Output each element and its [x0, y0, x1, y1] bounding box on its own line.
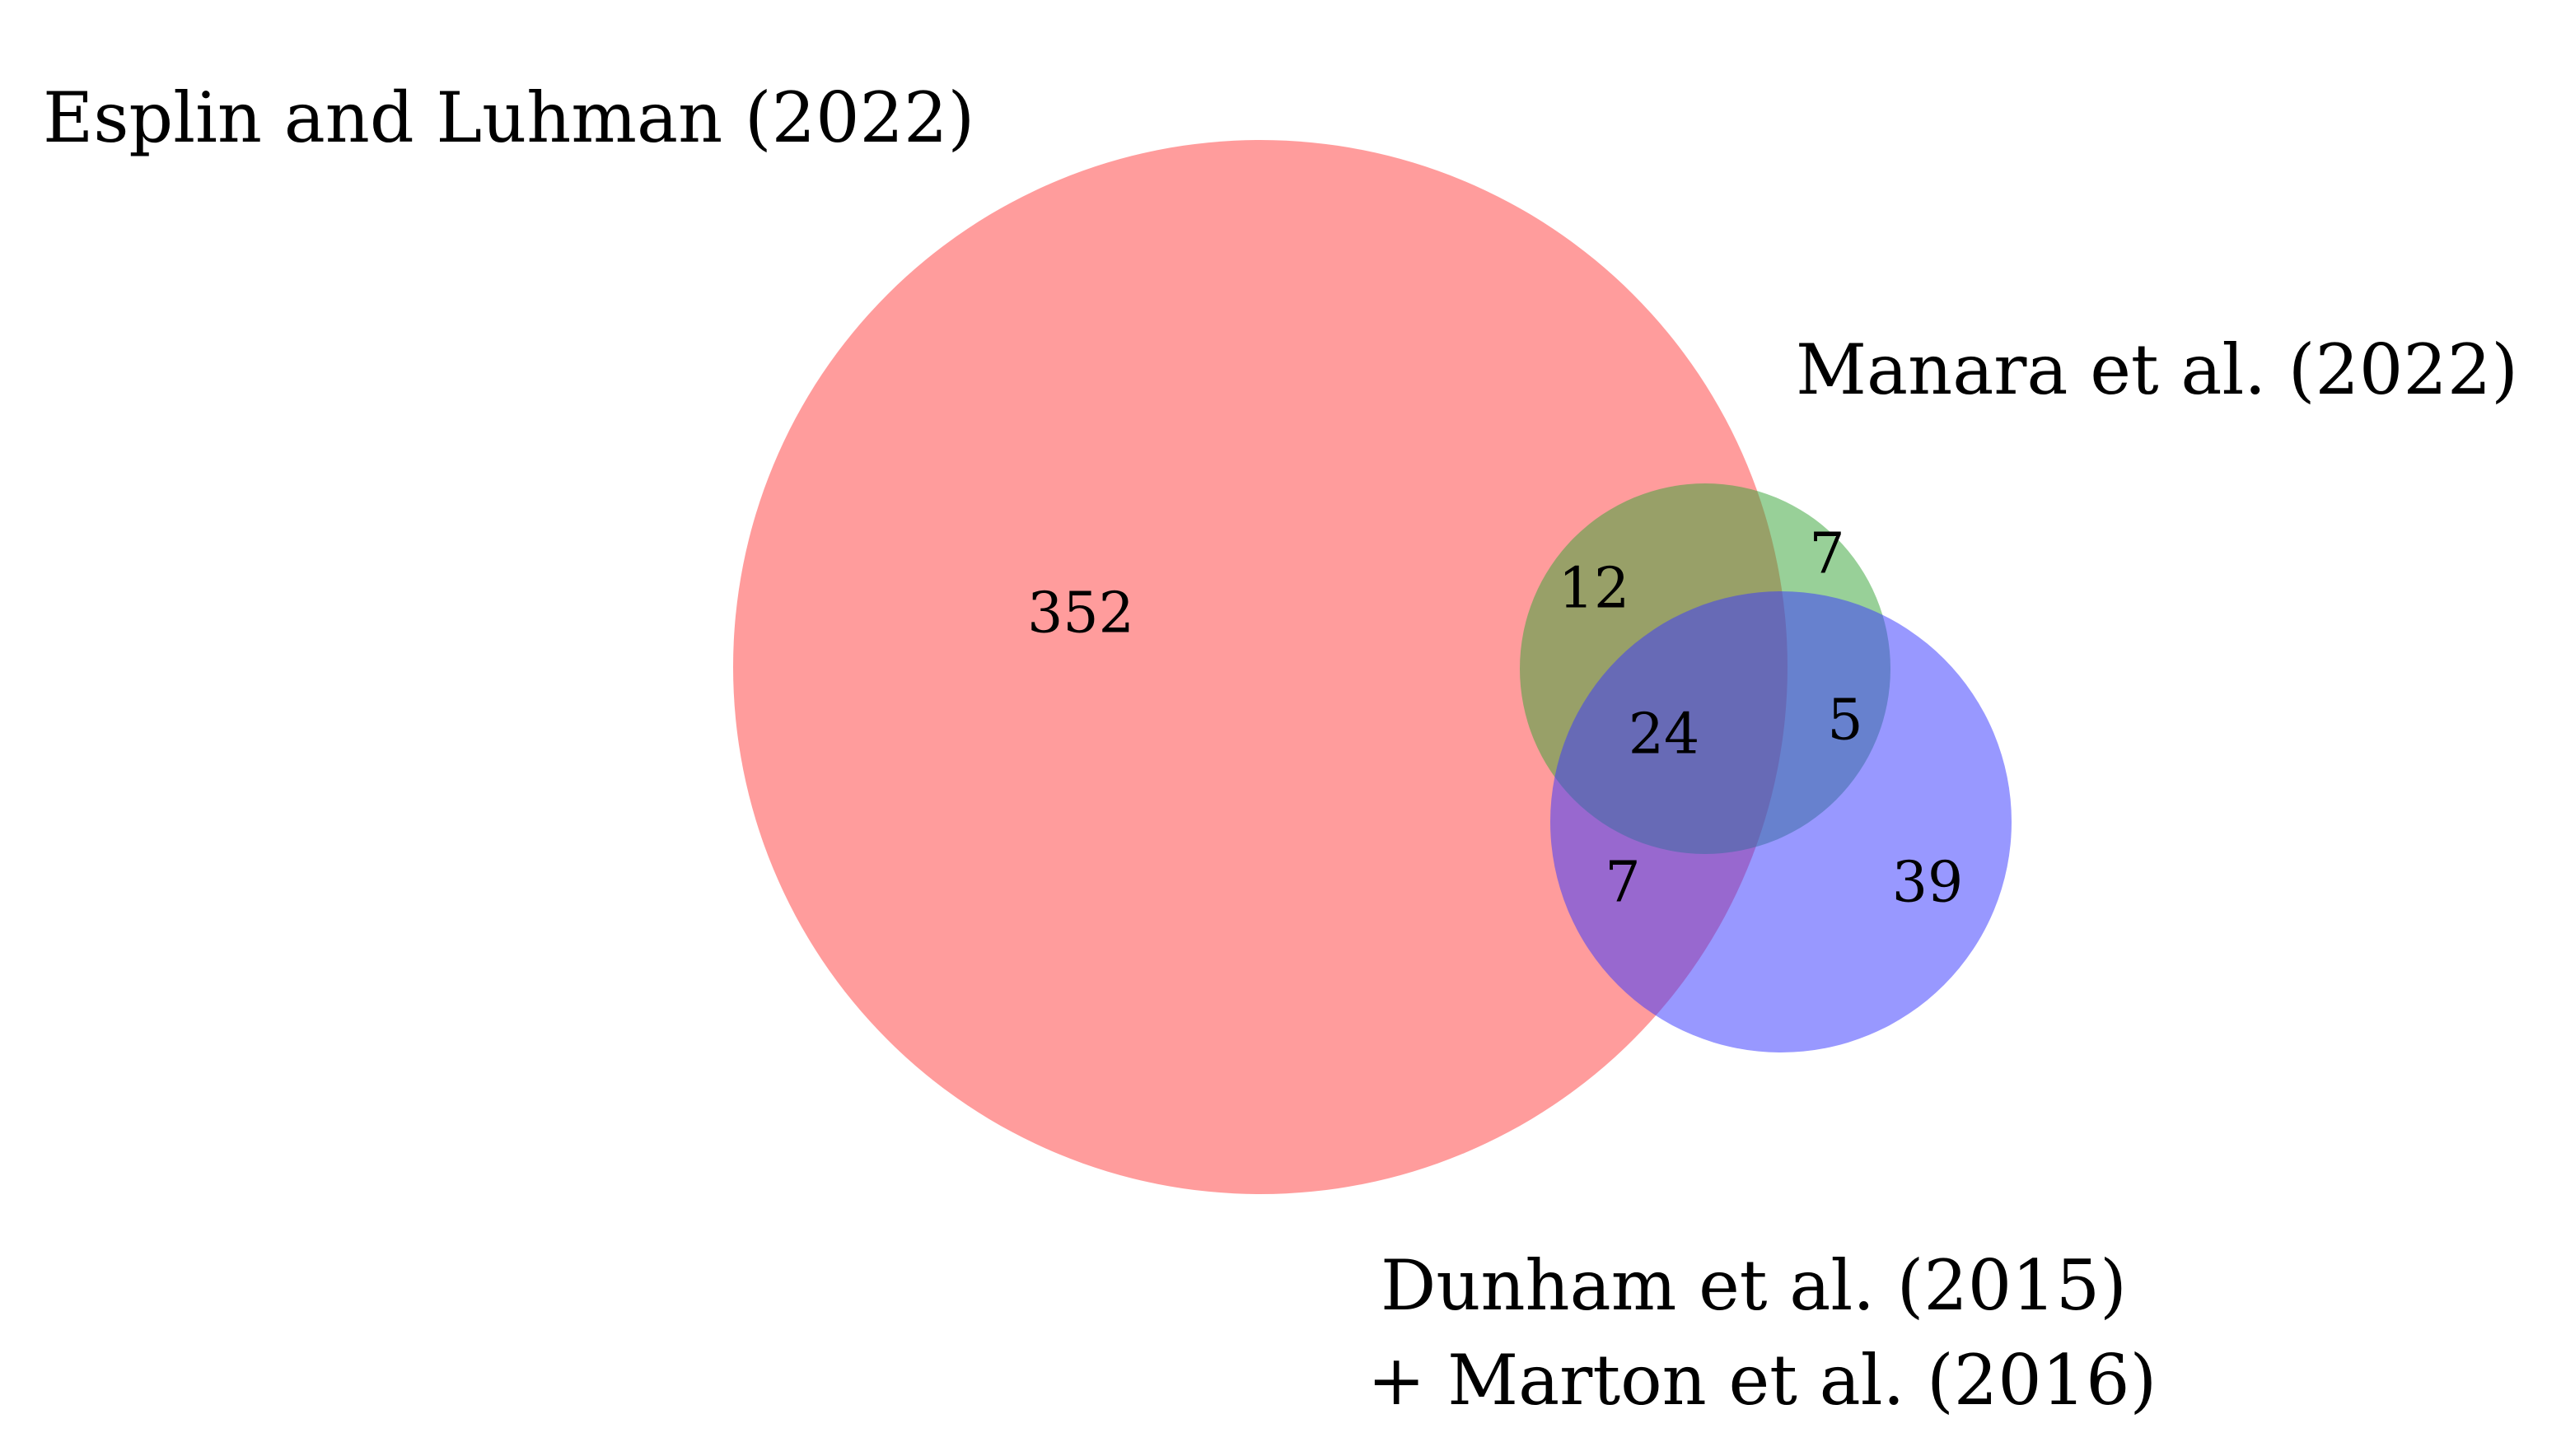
- esplin-set-label: Esplin and Luhman (2022): [43, 77, 974, 158]
- count-all-three: 24: [1629, 702, 1700, 768]
- count-manara-dunham: 5: [1827, 688, 1862, 754]
- dunham-set-label-line2: + Marton et al. (2016): [1367, 1340, 2157, 1421]
- count-manara-only: 7: [1809, 522, 1844, 587]
- count-esplin-manara: 12: [1559, 557, 1630, 622]
- count-esplin-only: 352: [1027, 581, 1134, 646]
- count-esplin-dunham: 7: [1605, 851, 1640, 916]
- count-dunham-only: 39: [1892, 851, 1964, 916]
- manara-set-label: Manara et al. (2022): [1796, 329, 2518, 410]
- dunham-circle: [1550, 591, 2012, 1052]
- dunham-set-label-line1: Dunham et al. (2015): [1381, 1245, 2127, 1326]
- esplin-circle: [733, 140, 1788, 1194]
